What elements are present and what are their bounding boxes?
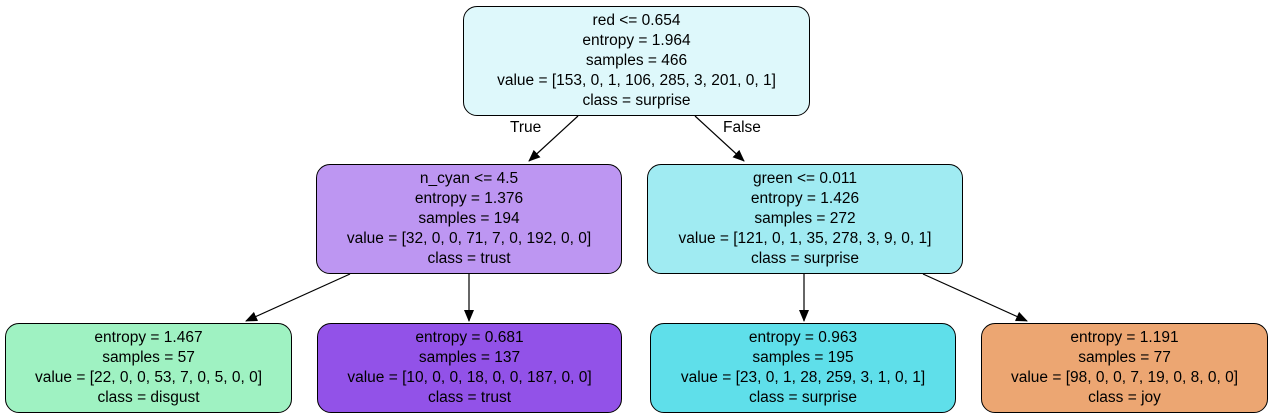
node-class: class = surprise	[582, 92, 691, 109]
node-value: value = [23, 0, 1, 28, 259, 3, 1, 0, 1]	[680, 369, 926, 386]
tree-node-root: red <= 0.654 entropy = 1.964 samples = 4…	[463, 6, 810, 116]
node-value: value = [98, 0, 0, 7, 19, 0, 8, 0, 0]	[1010, 369, 1239, 386]
node-samples: samples = 57	[102, 349, 195, 366]
edge-left-leaf-ll	[245, 273, 351, 322]
node-samples: samples = 194	[418, 210, 520, 227]
node-entropy: entropy = 0.681	[415, 329, 524, 346]
node-value: value = [10, 0, 0, 18, 0, 0, 187, 0, 0]	[347, 369, 592, 386]
edge-right-leaf-rr	[922, 273, 1028, 322]
edge-label-false: False	[723, 119, 761, 136]
node-samples: samples = 195	[752, 349, 854, 366]
node-split: green <= 0.011	[753, 170, 857, 187]
node-value: value = [32, 0, 0, 71, 7, 0, 192, 0, 0]	[346, 230, 592, 247]
node-class: class = disgust	[97, 389, 200, 406]
node-value: value = [121, 0, 1, 35, 278, 3, 9, 0, 1]	[678, 230, 932, 247]
tree-leaf-trust: entropy = 0.681 samples = 137 value = [1…	[317, 323, 622, 413]
node-value: value = [22, 0, 0, 53, 7, 0, 5, 0, 0]	[34, 369, 263, 386]
node-split: red <= 0.654	[592, 12, 681, 29]
edge-root-left	[528, 115, 579, 162]
node-class: class = trust	[427, 389, 512, 406]
node-entropy: entropy = 1.191	[1070, 329, 1179, 346]
tree-node-left: n_cyan <= 4.5 entropy = 1.376 samples = …	[316, 164, 622, 274]
node-entropy: entropy = 1.376	[414, 190, 524, 207]
node-samples: samples = 272	[754, 210, 856, 227]
node-samples: samples = 137	[418, 349, 521, 366]
node-entropy: entropy = 0.963	[748, 329, 858, 346]
edge-root-right	[694, 115, 745, 162]
node-class: class = surprise	[750, 250, 860, 267]
tree-leaf-disgust: entropy = 1.467 samples = 57 value = [22…	[5, 323, 292, 413]
node-samples: samples = 77	[1078, 349, 1171, 366]
node-class: class = trust	[427, 250, 511, 267]
node-class: class = surprise	[748, 389, 858, 406]
node-entropy: entropy = 1.426	[750, 190, 860, 207]
edge-label-true: True	[510, 119, 542, 136]
tree-leaf-surprise: entropy = 0.963 samples = 195 value = [2…	[650, 323, 956, 413]
node-entropy: entropy = 1.467	[94, 329, 203, 346]
tree-leaf-joy: entropy = 1.191 samples = 77 value = [98…	[981, 323, 1268, 413]
node-value: value = [153, 0, 1, 106, 285, 3, 201, 0,…	[497, 72, 776, 89]
node-split: n_cyan <= 4.5	[419, 170, 519, 187]
node-entropy: entropy = 1.964	[582, 32, 691, 49]
tree-node-right: green <= 0.011 entropy = 1.426 samples =…	[647, 164, 963, 274]
node-samples: samples = 466	[585, 52, 688, 69]
node-class: class = joy	[1088, 389, 1161, 406]
